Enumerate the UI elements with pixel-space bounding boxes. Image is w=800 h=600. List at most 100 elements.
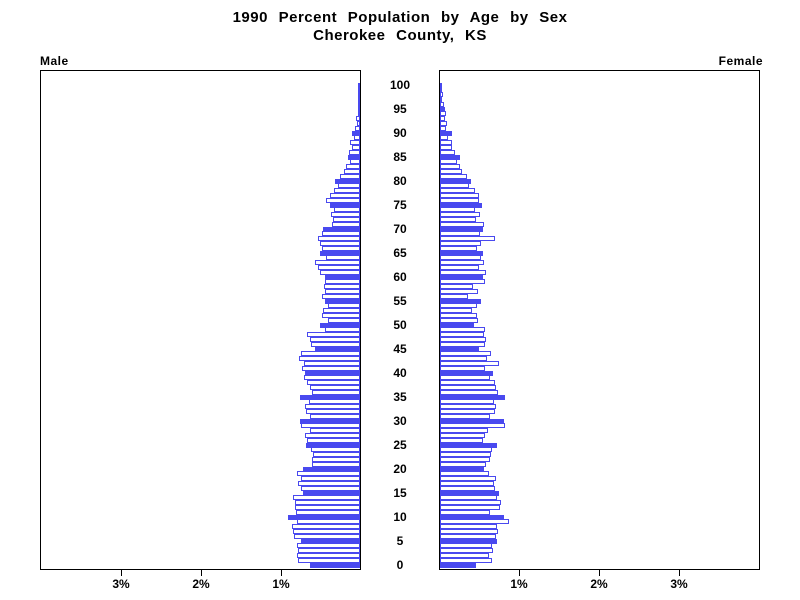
female-bar-age-23 <box>440 452 491 458</box>
female-bar-age-83 <box>440 164 460 170</box>
female-bar-age-96 <box>440 101 444 107</box>
male-bar-age-1 <box>298 557 360 563</box>
age-tick-label-45: 45 <box>393 342 407 356</box>
percent-tick <box>121 570 122 576</box>
male-bar-age-60 <box>325 274 360 280</box>
female-bar-age-28 <box>440 428 488 434</box>
female-bar-age-12 <box>440 504 500 510</box>
female-bar-age-10 <box>440 514 504 520</box>
female-bar-age-20 <box>440 466 484 472</box>
female-bar-age-81 <box>440 173 467 179</box>
female-bar-age-67 <box>440 240 481 246</box>
male-bar-age-89 <box>354 135 360 141</box>
male-bar-age-20 <box>303 466 360 472</box>
male-bar-age-59 <box>325 279 360 285</box>
chart-title-line1: 1990 Percent Population by Age by Sex <box>232 9 568 26</box>
female-bar-age-40 <box>440 370 493 376</box>
male-bar-age-19 <box>297 471 360 477</box>
male-bar-age-88 <box>350 140 360 146</box>
male-plot-area <box>40 70 361 570</box>
female-bar-age-76 <box>440 197 479 203</box>
male-bar-age-34 <box>309 399 360 405</box>
male-bar-age-52 <box>322 312 360 318</box>
female-plot-area <box>439 70 760 570</box>
male-bar-age-14 <box>293 495 360 501</box>
male-bar-age-83 <box>346 164 360 170</box>
female-bar-age-92 <box>440 120 447 126</box>
male-bar-age-5 <box>301 538 360 544</box>
female-bar-age-84 <box>440 159 457 165</box>
female-bar-age-100 <box>440 82 442 88</box>
female-bar-age-48 <box>440 332 484 338</box>
male-bar-age-71 <box>332 221 360 227</box>
male-bar-age-12 <box>295 504 360 510</box>
male-bar-age-25 <box>306 442 360 448</box>
male-bar-age-67 <box>320 240 360 246</box>
male-bar-age-79 <box>338 183 360 189</box>
percent-tick-label-2%: 2% <box>192 577 210 591</box>
male-bar-age-64 <box>326 255 360 261</box>
male-bar-age-11 <box>296 509 360 515</box>
age-tick-label-55: 55 <box>393 294 407 308</box>
male-bar-age-41 <box>302 365 360 371</box>
male-bar-age-35 <box>300 394 360 400</box>
male-bar-age-37 <box>310 384 360 390</box>
female-bar-age-15 <box>440 490 499 496</box>
male-bar-age-40 <box>305 370 360 376</box>
male-bar-age-77 <box>330 192 360 198</box>
percent-tick-label-3%: 3% <box>670 577 688 591</box>
female-bar-age-36 <box>440 389 498 395</box>
female-bar-age-31 <box>440 413 490 419</box>
male-bar-age-39 <box>304 375 360 381</box>
female-bar-age-8 <box>440 524 497 530</box>
female-bar-age-73 <box>440 212 480 218</box>
male-bar-age-28 <box>310 428 360 434</box>
percent-tick <box>519 570 520 576</box>
male-bar-age-7 <box>293 528 360 534</box>
percent-tick <box>201 570 202 576</box>
male-bar-age-49 <box>325 327 360 333</box>
male-bar-age-93 <box>356 116 360 122</box>
female-bar-age-62 <box>440 264 479 270</box>
male-bar-age-66 <box>322 245 360 251</box>
female-axis-label: Female <box>718 54 763 68</box>
male-bar-age-13 <box>295 500 360 506</box>
percent-tick-label-3%: 3% <box>112 577 130 591</box>
female-bar-age-75 <box>440 202 482 208</box>
female-bar-age-45 <box>440 346 479 352</box>
male-bar-age-92 <box>357 120 360 126</box>
age-tick-label-35: 35 <box>393 390 407 404</box>
male-bar-age-22 <box>312 456 360 462</box>
male-bar-age-32 <box>306 408 360 414</box>
female-bar-age-80 <box>440 178 471 184</box>
male-axis-label: Male <box>40 54 69 68</box>
male-bar-age-69 <box>322 231 360 237</box>
male-bar-age-53 <box>323 308 360 314</box>
female-bar-age-82 <box>440 168 462 174</box>
male-bar-age-82 <box>344 168 360 174</box>
percent-tick-label-1%: 1% <box>272 577 290 591</box>
male-bar-age-55 <box>325 298 360 304</box>
female-bar-age-99 <box>440 87 442 93</box>
male-bar-age-48 <box>307 332 360 338</box>
male-bar-age-90 <box>352 130 360 136</box>
age-tick-label-50: 50 <box>393 318 407 332</box>
male-bar-age-78 <box>334 188 360 194</box>
female-bar-age-57 <box>440 288 478 294</box>
female-bar-age-9 <box>440 519 509 525</box>
female-bar-age-29 <box>440 423 505 429</box>
female-bar-age-69 <box>440 231 480 237</box>
age-tick-label-80: 80 <box>393 174 407 188</box>
female-bar-age-26 <box>440 437 483 443</box>
female-bar-age-64 <box>440 255 481 261</box>
female-bar-age-37 <box>440 384 496 390</box>
female-bar-age-34 <box>440 399 494 405</box>
age-tick-label-15: 15 <box>393 486 407 500</box>
male-bar-age-27 <box>305 432 360 438</box>
female-bar-age-1 <box>440 557 492 563</box>
female-bar-age-24 <box>440 447 492 453</box>
female-bar-age-61 <box>440 269 486 275</box>
female-bar-age-98 <box>440 92 443 98</box>
age-tick-label-100: 100 <box>389 78 411 92</box>
male-bar-age-97 <box>358 96 360 102</box>
